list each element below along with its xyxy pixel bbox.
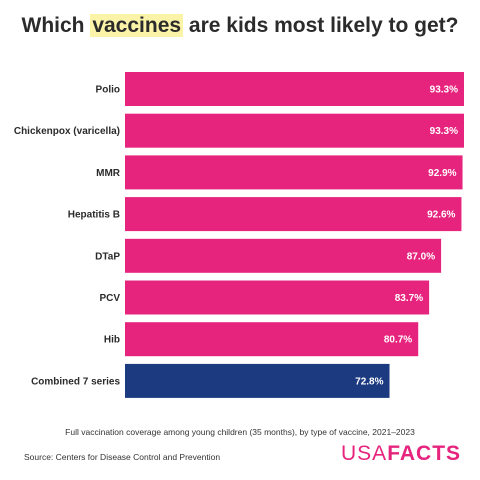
category-label: PCV xyxy=(99,293,120,304)
usafacts-logo: USAFACTS xyxy=(341,442,461,466)
value-label: 92.9% xyxy=(428,168,456,179)
bar-polio xyxy=(125,72,464,106)
value-label: 87.0% xyxy=(407,251,435,262)
category-label: Hib xyxy=(104,335,120,346)
value-label: 92.6% xyxy=(427,210,455,221)
bar-combined-7-series xyxy=(125,363,390,398)
value-label: 80.7% xyxy=(384,335,412,346)
title-prefix: Which xyxy=(21,14,91,37)
source-note: Source: Centers for Disease Control and … xyxy=(24,452,221,462)
value-label: 72.8% xyxy=(355,376,383,387)
bar-pcv xyxy=(125,280,430,315)
bar-mmr xyxy=(125,155,463,190)
bar-chickenpox-varicella xyxy=(125,113,464,148)
logo-usa: USA xyxy=(341,442,388,465)
category-label: Hepatitis B xyxy=(68,210,120,221)
category-label: Combined 7 series xyxy=(31,376,120,387)
category-label: DTaP xyxy=(95,251,120,262)
bar-hepatitis-b xyxy=(125,197,462,232)
value-label: 83.7% xyxy=(395,293,423,304)
bar-dtap xyxy=(125,238,442,273)
category-label: MMR xyxy=(96,168,121,179)
category-label: Polio xyxy=(96,85,120,96)
category-label: Chickenpox (varicella) xyxy=(14,126,120,137)
chart-subtitle: Full vaccination coverage among young ch… xyxy=(65,427,415,437)
bar-hib xyxy=(125,322,419,357)
value-label: 93.3% xyxy=(430,126,458,137)
logo-facts: FACTS xyxy=(387,442,462,465)
bar-chart: Polio 93.3% Chickenpox (varicella) 93.3% MMR… xyxy=(14,72,464,398)
chart-title: Which vaccines are kids most likely to g… xyxy=(0,14,480,38)
value-label: 93.3% xyxy=(430,85,458,96)
title-suffix: are kids most likely to get? xyxy=(183,14,459,37)
title-highlight: vaccines xyxy=(90,14,184,37)
